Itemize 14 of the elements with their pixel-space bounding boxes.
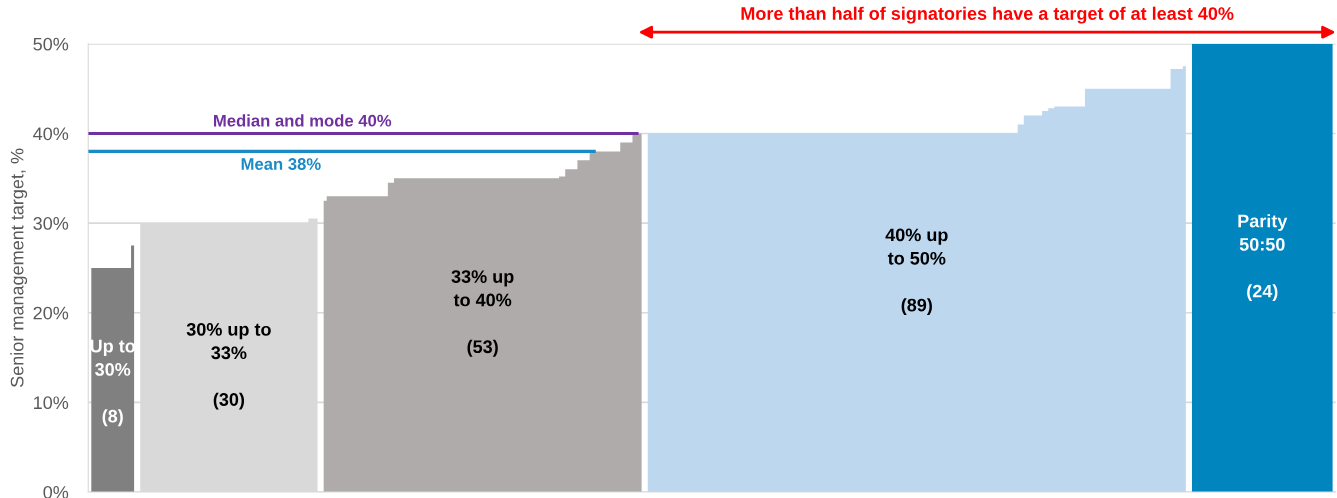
text: 30% up to 33% (30) bbox=[186, 322, 271, 410]
y-axis-title: Senior management target, % bbox=[10, 148, 28, 388]
text: Parity 50:50 (24) bbox=[1238, 214, 1288, 302]
y-tick-label: 20% bbox=[33, 306, 69, 320]
y-tick-label: 50% bbox=[33, 37, 69, 51]
y-tick-label: 40% bbox=[33, 127, 69, 141]
text: More than half of signatories have a target of at least 40% bbox=[741, 6, 1234, 24]
y-tick-label: 0% bbox=[43, 485, 69, 498]
ref-line-label: Median and mode 40% bbox=[214, 114, 392, 127]
y-tick-label: 10% bbox=[34, 396, 69, 410]
ref-line-label: Mean 38% bbox=[241, 158, 321, 170]
y-tick-label: 30% bbox=[33, 217, 69, 230]
text: 40% up to 50% (89) bbox=[885, 228, 948, 315]
text: 33% up to 40% (53) bbox=[451, 270, 514, 357]
